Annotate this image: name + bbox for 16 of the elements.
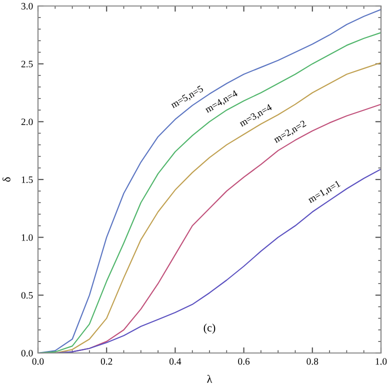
y-tick-label: 0.5 xyxy=(21,292,33,299)
x-tick-label: 0.2 xyxy=(100,358,112,365)
x-tick-label: 0.6 xyxy=(238,358,250,365)
x-axis-title: λ xyxy=(207,374,212,383)
x-tick-label: 0.8 xyxy=(306,358,318,365)
y-tick-label: 2.5 xyxy=(21,60,33,68)
y-tick-label: 2.0 xyxy=(21,118,33,126)
y-tick-label: 1.0 xyxy=(22,234,33,241)
y-axis-title: δ xyxy=(2,177,10,182)
x-tick-label: 0.0 xyxy=(32,358,44,365)
y-tick-label: 3.0 xyxy=(21,2,33,10)
annotation: (c) xyxy=(204,324,216,334)
y-tick-label: 0.0 xyxy=(21,350,33,357)
x-tick-label: 0.4 xyxy=(169,358,182,365)
x-tick-label: 1.0 xyxy=(376,358,387,365)
y-tick-label: 1.5 xyxy=(22,176,33,184)
